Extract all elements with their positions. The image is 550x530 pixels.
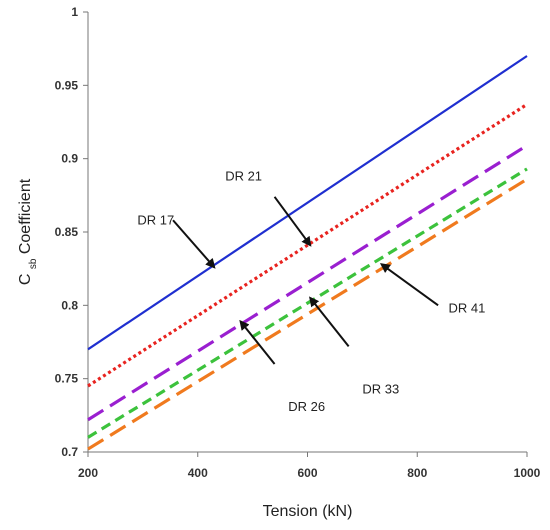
y-axis-title-suffix: Coefficient [17, 178, 34, 254]
annotation-label-dr-41: DR 41 [449, 301, 486, 316]
annotation-label-dr-17: DR 17 [137, 213, 174, 228]
x-tick-label: 800 [407, 466, 427, 480]
y-axis-title: C sb Coefficient [17, 178, 39, 285]
y-ticks: 0.7 0.75 0.8 0.85 0.9 0.95 1 [55, 5, 88, 459]
y-axis-title-main: C [17, 274, 34, 286]
x-axis-title: Tension (kN) [263, 503, 353, 520]
y-tick-label: 0.8 [61, 298, 78, 312]
series-line-dr-17 [87, 55, 528, 351]
x-tick-label: 200 [78, 466, 98, 480]
annotation-arrow-dr-26 [239, 319, 276, 365]
series-line-dr-41 [87, 177, 528, 451]
x-tick-label: 400 [188, 466, 208, 480]
y-tick-label: 1 [71, 5, 78, 19]
y-tick-label: 0.9 [61, 152, 78, 166]
annotation-arrow-dr-41 [379, 263, 439, 307]
y-axis-title-subscript: sb [28, 258, 39, 269]
annotation-label-dr-26: DR 26 [288, 399, 325, 414]
y-tick-label: 0.85 [55, 225, 79, 239]
x-ticks: 200 400 600 800 1000 [78, 452, 541, 480]
series-line-dr-26 [87, 144, 528, 422]
annotation-arrow-dr-17 [172, 219, 216, 269]
x-tick-label: 600 [297, 466, 317, 480]
annotation-arrow-dr-21 [273, 196, 312, 247]
series-line-dr-21 [87, 103, 528, 388]
y-tick-label: 0.7 [61, 445, 78, 459]
y-tick-label: 0.75 [55, 372, 79, 386]
annotation-label-dr-33: DR 33 [362, 381, 399, 396]
axes-group [87, 12, 527, 453]
y-tick-label: 0.95 [55, 78, 79, 92]
annotation-label-dr-21: DR 21 [225, 169, 262, 184]
series-line-dr-33 [87, 167, 528, 439]
annotations: DR 17 DR 21 DR 26 DR 33 DR 41 [137, 169, 485, 414]
annotation-arrow-dr-33 [309, 296, 350, 348]
x-tick-label: 1000 [514, 466, 541, 480]
series-lines [87, 55, 528, 451]
